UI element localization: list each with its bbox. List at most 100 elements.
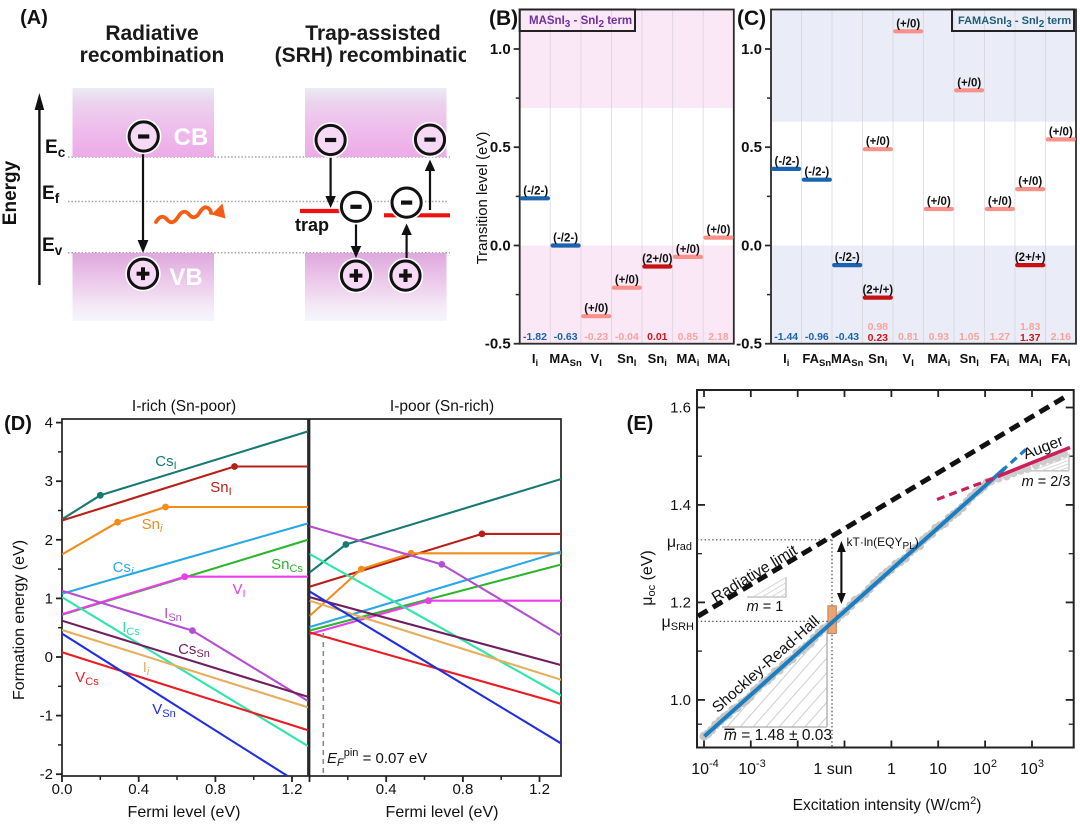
svg-text:2.16: 2.16 bbox=[1051, 331, 1072, 343]
svg-text:1 sun: 1 sun bbox=[813, 761, 852, 778]
svg-text:(+/0): (+/0) bbox=[676, 244, 700, 256]
svg-text:1.2: 1.2 bbox=[670, 594, 691, 611]
svg-text:1.6: 1.6 bbox=[670, 400, 691, 417]
svg-text:MAI: MAI bbox=[1019, 351, 1042, 369]
svg-text:0.0: 0.0 bbox=[741, 238, 762, 255]
svg-text:1.0: 1.0 bbox=[490, 41, 511, 58]
svg-text:1.27: 1.27 bbox=[990, 331, 1011, 343]
svg-text:4: 4 bbox=[45, 415, 53, 432]
svg-text:MAi: MAi bbox=[676, 351, 699, 369]
svg-text:0.8: 0.8 bbox=[205, 781, 226, 798]
svg-text:0.93: 0.93 bbox=[929, 331, 950, 343]
svg-text:1.2: 1.2 bbox=[529, 781, 550, 798]
svg-text:(+/0): (+/0) bbox=[584, 303, 608, 315]
svg-text:m = 1.48 ± 0.03: m = 1.48 ± 0.03 bbox=[724, 727, 832, 744]
svg-text:(SRH) recombination: (SRH) recombination bbox=[275, 44, 484, 67]
svg-text:0.4: 0.4 bbox=[376, 781, 397, 798]
svg-text:1.0: 1.0 bbox=[741, 41, 762, 58]
svg-text:Sni: Sni bbox=[648, 351, 667, 369]
svg-text:Sni: Sni bbox=[142, 516, 163, 535]
svg-text:1.0: 1.0 bbox=[670, 692, 691, 709]
svg-text:(B): (B) bbox=[489, 7, 518, 30]
svg-text:VB: VB bbox=[169, 264, 202, 291]
svg-text:(-/2-): (-/2-) bbox=[835, 252, 860, 264]
svg-text:Fermi level (eV): Fermi level (eV) bbox=[128, 804, 241, 821]
svg-text:-0.5: -0.5 bbox=[485, 336, 511, 353]
svg-text:1.83: 1.83 bbox=[1020, 321, 1041, 333]
svg-text:-0.5: -0.5 bbox=[736, 336, 762, 353]
svg-text:VI: VI bbox=[232, 581, 245, 600]
svg-text:-1.44: -1.44 bbox=[774, 331, 798, 343]
svg-text:0.4: 0.4 bbox=[128, 781, 149, 798]
svg-text:0.01: 0.01 bbox=[647, 331, 668, 343]
svg-text:(+/0): (+/0) bbox=[1018, 176, 1042, 188]
svg-text:MAi: MAi bbox=[927, 351, 950, 369]
svg-text:(+/0): (+/0) bbox=[927, 196, 951, 208]
svg-text:Trap-assisted: Trap-assisted bbox=[305, 22, 440, 45]
svg-text:(2+/+): (2+/+) bbox=[862, 285, 893, 297]
svg-text:kT·ln(EQYPL): kT·ln(EQYPL) bbox=[847, 535, 919, 552]
svg-text:(+/0): (+/0) bbox=[866, 136, 890, 148]
svg-text:0.5: 0.5 bbox=[490, 139, 511, 156]
svg-text:CB: CB bbox=[174, 124, 209, 151]
svg-text:-2: -2 bbox=[40, 766, 53, 783]
svg-text:2.18: 2.18 bbox=[708, 331, 729, 343]
svg-text:(+/0): (+/0) bbox=[615, 275, 639, 287]
svg-text:(+/0): (+/0) bbox=[988, 196, 1012, 208]
svg-text:(+/0): (+/0) bbox=[1049, 126, 1073, 138]
svg-text:0.98: 0.98 bbox=[868, 321, 889, 333]
svg-text:(D): (D) bbox=[4, 413, 32, 435]
svg-text:(+/0): (+/0) bbox=[707, 225, 731, 237]
svg-text:0.81: 0.81 bbox=[898, 331, 919, 343]
svg-text:Csi: Csi bbox=[113, 559, 134, 578]
svg-text:SnI: SnI bbox=[210, 479, 231, 498]
svg-text:1: 1 bbox=[45, 590, 53, 607]
svg-text:VI: VI bbox=[903, 351, 914, 369]
svg-text:1.2: 1.2 bbox=[282, 781, 303, 798]
svg-text:Transition level (eV): Transition level (eV) bbox=[474, 132, 491, 265]
svg-text:Energy: Energy bbox=[0, 160, 21, 225]
svg-text:m = 1: m = 1 bbox=[747, 599, 784, 615]
svg-text:-0.63: -0.63 bbox=[554, 331, 578, 343]
svg-text:(+/0): (+/0) bbox=[957, 77, 981, 89]
svg-text:(E): (E) bbox=[627, 413, 654, 435]
svg-text:-1.82: -1.82 bbox=[523, 331, 547, 343]
svg-text:m = 2/3: m = 2/3 bbox=[1022, 474, 1071, 490]
svg-text:0.5: 0.5 bbox=[741, 139, 762, 156]
svg-text:(C): (C) bbox=[737, 7, 766, 30]
svg-text:0.0: 0.0 bbox=[52, 781, 73, 798]
svg-text:EFpin = 0.07 eV: EFpin = 0.07 eV bbox=[327, 747, 427, 769]
svg-text:CsI: CsI bbox=[155, 453, 176, 472]
svg-text:VI: VI bbox=[591, 351, 602, 369]
svg-text:(-/2-): (-/2-) bbox=[804, 167, 829, 179]
svg-text:I-poor (Sn-rich): I-poor (Sn-rich) bbox=[390, 398, 494, 415]
svg-text:1: 1 bbox=[887, 761, 896, 778]
svg-text:1.37: 1.37 bbox=[1020, 332, 1041, 344]
svg-text:-0.23: -0.23 bbox=[584, 331, 608, 343]
svg-text:μoc (eV): μoc (eV) bbox=[639, 550, 658, 606]
svg-text:3: 3 bbox=[45, 473, 53, 490]
svg-text:recombination: recombination bbox=[80, 44, 225, 67]
svg-text:-1: -1 bbox=[40, 708, 53, 725]
svg-text:1.05: 1.05 bbox=[959, 331, 980, 343]
svg-text:Excitation intensity (W/cm2): Excitation intensity (W/cm2) bbox=[793, 795, 982, 814]
svg-text:0.0: 0.0 bbox=[490, 238, 511, 255]
svg-text:trap: trap bbox=[295, 215, 329, 235]
svg-text:10: 10 bbox=[929, 761, 947, 778]
svg-text:SnI: SnI bbox=[960, 351, 979, 369]
svg-text:0.8: 0.8 bbox=[452, 781, 473, 798]
svg-text:(-/2-): (-/2-) bbox=[775, 156, 800, 168]
svg-text:2: 2 bbox=[45, 532, 53, 549]
svg-text:Formation energy (eV): Formation energy (eV) bbox=[11, 540, 28, 700]
svg-text:MASnI3 - SnI2 term: MASnI3 - SnI2 term bbox=[529, 15, 632, 30]
svg-text:-0.04: -0.04 bbox=[615, 331, 639, 343]
svg-text:MAI: MAI bbox=[707, 351, 730, 369]
svg-text:(-/2-): (-/2-) bbox=[523, 185, 548, 197]
svg-text:(+/0): (+/0) bbox=[896, 18, 920, 30]
svg-text:FAMASnI3 - SnI2 term: FAMASnI3 - SnI2 term bbox=[958, 15, 1071, 30]
svg-text:0.85: 0.85 bbox=[678, 331, 699, 343]
svg-text:Sni: Sni bbox=[868, 351, 887, 369]
svg-text:-0.43: -0.43 bbox=[835, 331, 859, 343]
svg-text:1.4: 1.4 bbox=[670, 497, 691, 514]
svg-text:FAi: FAi bbox=[990, 351, 1009, 369]
